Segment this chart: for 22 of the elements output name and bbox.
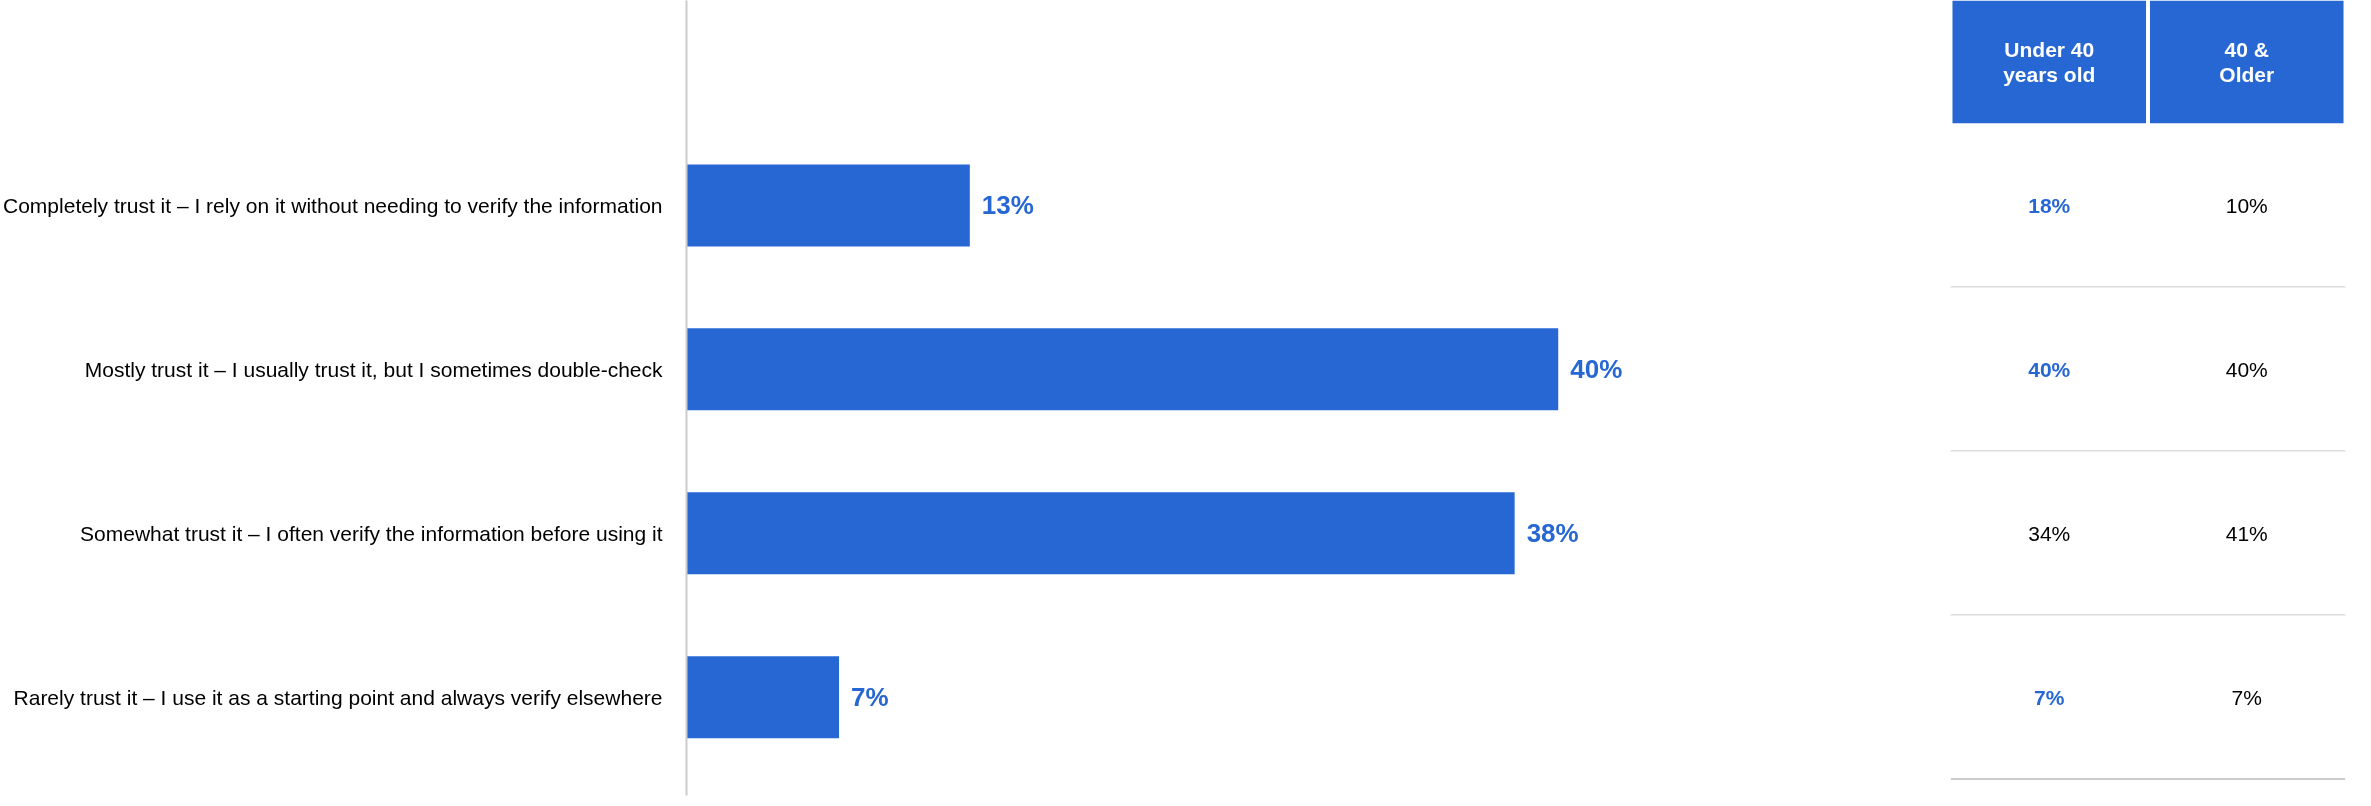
data-label: 41% — [2225, 521, 2268, 545]
data-label: 13% — [981, 190, 1034, 221]
data-label: 10% — [2225, 193, 2268, 217]
data-label: 38% — [1526, 518, 1579, 549]
bar — [686, 328, 1559, 411]
y-tick-label: Somewhat trust it – I often verify the information before using it — [80, 521, 663, 545]
data-label: 40% — [2028, 357, 2071, 381]
y-tick-label: Completely trust it – I rely on it without needing to verify the information — [3, 193, 663, 217]
data-label: 7% — [2034, 685, 2065, 709]
bar — [686, 492, 1515, 575]
bar — [686, 164, 970, 247]
data-label: 40% — [1570, 354, 1623, 385]
bar — [686, 656, 840, 739]
y-tick-label: Rarely trust it – I use it as a starting point and always verify elsewhere — [13, 685, 663, 709]
y-tick-label: Mostly trust it – I usually trust it, but I sometimes double-check — [84, 357, 663, 381]
x-tick-label: 40 & Older — [2219, 37, 2275, 87]
data-label: 7% — [2231, 685, 2262, 709]
data-label: 40% — [2225, 357, 2268, 381]
data-label: 18% — [2028, 193, 2071, 217]
data-label: 34% — [2028, 521, 2071, 545]
data-label: 7% — [851, 682, 889, 713]
x-tick-label: Under 40 years old — [2003, 37, 2096, 87]
